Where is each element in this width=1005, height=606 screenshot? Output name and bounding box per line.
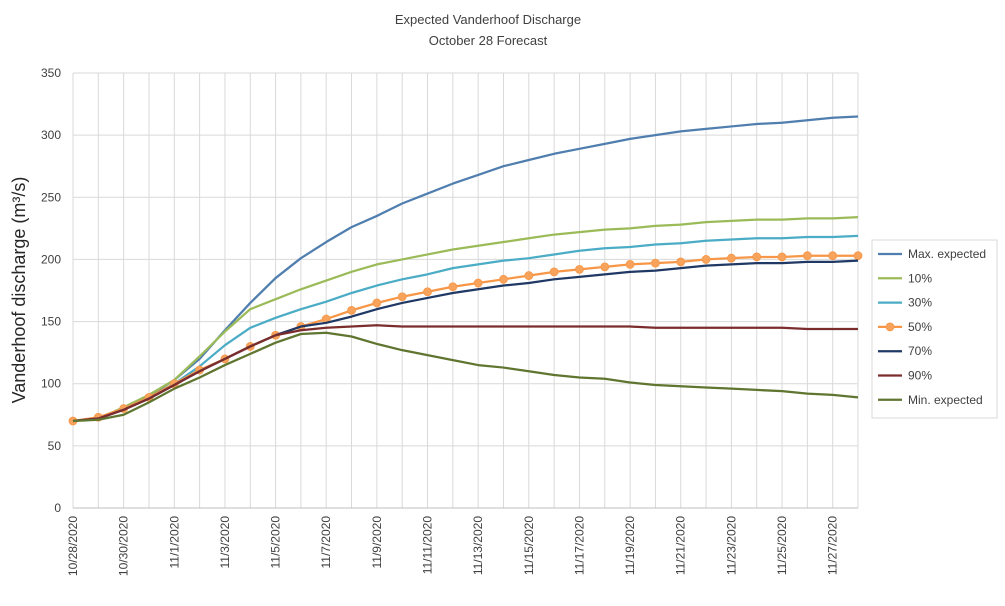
data-point xyxy=(600,262,610,272)
x-tick-label: 11/23/2020 xyxy=(724,516,738,575)
x-tick-label: 11/21/2020 xyxy=(674,516,688,575)
data-point xyxy=(651,258,660,268)
data-point xyxy=(499,274,508,284)
data-point xyxy=(676,257,686,267)
y-tick-label: 300 xyxy=(41,128,61,142)
axes: 0 50 100 150 200 250 300 350 10/28/2020 10/30/202… xyxy=(41,66,858,576)
data-point xyxy=(726,253,736,263)
x-tick-label: 11/11/2020 xyxy=(421,516,435,575)
data-point xyxy=(448,282,458,292)
y-tick-label: 100 xyxy=(41,377,61,391)
x-tick-label: 11/1/2020 xyxy=(167,516,181,569)
x-tick-label: 11/15/2020 xyxy=(522,516,536,575)
y-tick-label: 350 xyxy=(41,66,61,80)
legend-label: Max. expected xyxy=(908,247,986,261)
data-point xyxy=(828,251,838,261)
x-tick-label: 11/13/2020 xyxy=(471,516,485,575)
legend-label: 70% xyxy=(908,344,932,358)
series-line-10 xyxy=(72,216,859,423)
data-point xyxy=(625,259,635,269)
legend-label: 30% xyxy=(908,296,932,310)
gridlines xyxy=(72,72,859,509)
chart-subtitle: October 28 Forecast xyxy=(429,33,548,48)
x-tick-label: 11/17/2020 xyxy=(572,516,586,575)
series-line-min-expected xyxy=(72,331,859,423)
legend-marker xyxy=(885,322,895,332)
series-lines xyxy=(68,115,863,426)
x-tick-label: 11/27/2020 xyxy=(826,516,840,575)
x-tick-label: 11/9/2020 xyxy=(370,516,384,569)
x-tick-label: 11/19/2020 xyxy=(623,516,637,575)
x-tick-label: 10/30/2020 xyxy=(117,516,131,576)
x-tick-label: 11/3/2020 xyxy=(218,516,232,569)
x-tick-label: 10/28/2020 xyxy=(66,516,80,576)
legend-label: 10% xyxy=(908,271,932,285)
y-tick-label: 200 xyxy=(41,252,61,266)
legend: Max. expected 10% 30% 50% 70% 90% Min. expecte… xyxy=(871,239,998,419)
series-line-30 xyxy=(72,234,859,423)
y-tick-label: 50 xyxy=(48,439,62,453)
y-axis-label: Vanderhoof discharge (m³/s) xyxy=(9,177,29,404)
x-tick-label: 11/5/2020 xyxy=(269,516,283,569)
data-point xyxy=(575,264,584,274)
data-point xyxy=(347,305,356,315)
series-line-max-expected xyxy=(72,115,859,423)
data-point xyxy=(397,292,407,302)
legend-label: Min. expected xyxy=(908,393,983,407)
data-point xyxy=(372,298,382,308)
legend-label: 50% xyxy=(908,320,932,334)
legend-label: 90% xyxy=(908,369,932,383)
data-point xyxy=(701,255,711,264)
data-point xyxy=(549,267,559,277)
y-tick-label: 150 xyxy=(41,315,61,329)
y-tick-label: 0 xyxy=(54,501,61,515)
data-point xyxy=(473,278,483,288)
y-tick-label: 250 xyxy=(41,190,61,204)
data-point xyxy=(777,252,787,262)
data-point xyxy=(752,252,762,262)
x-tick-label: 11/7/2020 xyxy=(319,516,333,569)
chart-title: Expected Vanderhoof Discharge xyxy=(395,12,581,27)
data-point xyxy=(524,271,534,280)
data-point xyxy=(802,251,812,261)
x-tick-label: 11/25/2020 xyxy=(775,516,789,575)
series-line-90 xyxy=(72,324,858,423)
data-point xyxy=(853,251,863,261)
data-point xyxy=(423,287,432,297)
